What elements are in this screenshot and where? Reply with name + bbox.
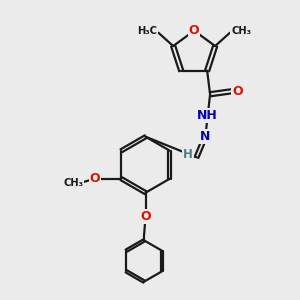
Text: N: N <box>200 130 211 142</box>
Text: NH: NH <box>197 109 218 122</box>
Text: O: O <box>232 85 243 98</box>
Text: O: O <box>140 210 151 223</box>
Text: O: O <box>89 172 100 185</box>
Text: O: O <box>189 24 200 37</box>
Text: CH₃: CH₃ <box>64 178 84 188</box>
Text: H₃C: H₃C <box>137 26 157 36</box>
Text: H: H <box>183 148 193 161</box>
Text: CH₃: CH₃ <box>231 26 251 36</box>
